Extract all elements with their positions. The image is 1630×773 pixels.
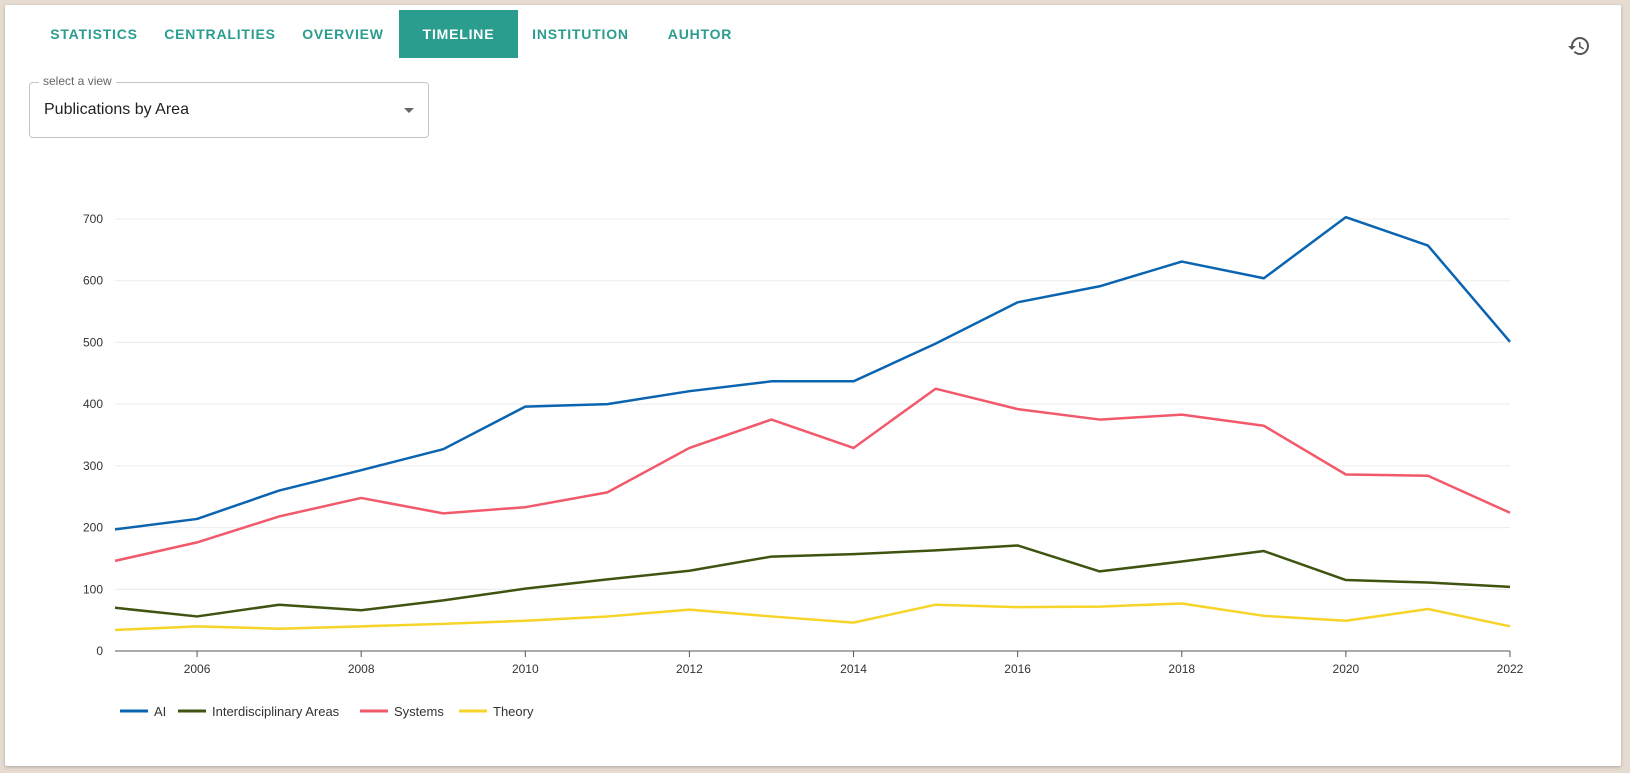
x-tick-label: 2016: [1004, 662, 1031, 676]
tab-overview[interactable]: OVERVIEW: [302, 26, 384, 42]
legend-label-systems: Systems: [394, 704, 444, 719]
x-tick-label: 2012: [676, 662, 703, 676]
series-line-interdisciplinary-areas: [114, 544, 1511, 618]
view-select[interactable]: select a view Publications by Area: [29, 74, 429, 138]
tab-timeline[interactable]: TIMELINE: [399, 10, 518, 58]
legend-label-interdisciplinary-areas: Interdisciplinary Areas: [212, 704, 340, 719]
series-line-theory: [114, 602, 1511, 632]
legend-label-theory: Theory: [493, 704, 534, 719]
y-tick-label: 500: [83, 335, 103, 349]
refresh-history-icon[interactable]: [1567, 34, 1591, 58]
series-line-ai: [114, 215, 1511, 531]
view-select-legend: select a view: [39, 74, 116, 88]
tab-statistics[interactable]: STATISTICS: [50, 26, 138, 42]
y-tick-label: 600: [83, 274, 103, 288]
y-tick-label: 0: [96, 644, 103, 658]
y-tick-label: 400: [83, 397, 103, 411]
tab-bar: STATISTICS CENTRALITIES OVERVIEW TIMELINE IN…: [35, 10, 757, 58]
view-select-value: Publications by Area: [44, 101, 189, 118]
y-tick-label: 100: [83, 582, 103, 596]
x-tick-label: 2018: [1168, 662, 1195, 676]
x-tick-label: 2010: [512, 662, 539, 676]
series-line-systems: [114, 387, 1511, 563]
tab-institution[interactable]: INSTITUTION: [532, 26, 629, 42]
tab-centralities[interactable]: CENTRALITIES: [164, 26, 276, 42]
timeline-panel: [5, 5, 1621, 766]
chevron-down-icon: [404, 108, 414, 113]
y-tick-label: 200: [83, 521, 103, 535]
y-tick-label: 300: [83, 459, 103, 473]
tab-auhtor[interactable]: AUHTOR: [667, 26, 733, 42]
legend-label-ai: AI: [154, 704, 166, 719]
x-tick-label: 2008: [348, 662, 375, 676]
x-tick-label: 2014: [840, 662, 867, 676]
x-tick-label: 2006: [184, 662, 211, 676]
x-tick-label: 2022: [1497, 662, 1524, 676]
y-tick-label: 700: [83, 212, 103, 226]
x-tick-label: 2020: [1333, 662, 1360, 676]
